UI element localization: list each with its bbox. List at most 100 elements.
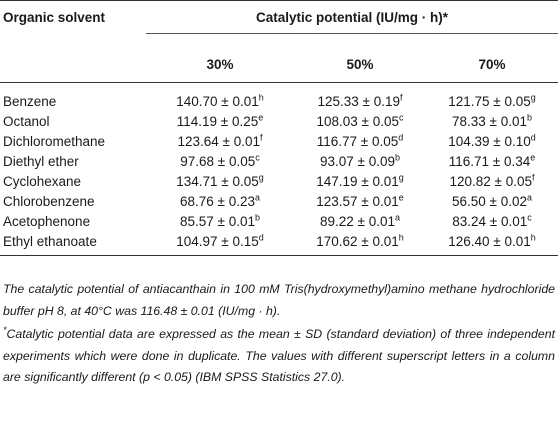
cell-superscript: c (527, 212, 532, 222)
value-cell: 78.33 ± 0.01b (426, 111, 558, 131)
value-cell: 83.24 ± 0.01c (426, 211, 558, 231)
cell-superscript: e (258, 112, 264, 122)
cell-value: 78.33 ± 0.01 (452, 113, 527, 129)
value-cell: 140.70 ± 0.01h (146, 83, 294, 112)
cell-superscript: d (398, 132, 404, 142)
table-row: Diethyl ether 97.68 ± 0.05c 93.07 ± 0.09b 1… (0, 151, 558, 171)
cell-superscript: f (259, 132, 263, 142)
header-70pct: 70% (426, 33, 558, 83)
data-table: Organic solvent Catalytic potential (IU/… (0, 0, 558, 256)
header-empty (0, 33, 146, 83)
cell-value: 116.71 ± 0.34 (448, 153, 531, 169)
header-catalytic-potential: Catalytic potential (IU/mg · h)* (146, 0, 558, 34)
cell-value: 123.64 ± 0.01 (177, 133, 260, 149)
value-cell: 114.19 ± 0.25e (146, 111, 294, 131)
cell-value: 104.97 ± 0.15 (176, 233, 259, 249)
cell-superscript: e (530, 152, 536, 162)
solvent-name: Dichloromethane (3, 133, 106, 149)
cell-value: 134.71 ± 0.05 (176, 173, 259, 189)
value-cell: 147.19 ± 0.01g (294, 171, 426, 191)
footnote-asterisk: *Catalytic potential data are expressed … (3, 324, 555, 389)
cell-value: 83.24 ± 0.01 (452, 213, 528, 229)
cell-superscript: g (530, 92, 536, 102)
cell-value: 56.50 ± 0.02 (452, 193, 527, 209)
solvent-name: Octanol (3, 113, 50, 129)
cell-value: 68.76 ± 0.23 (180, 193, 255, 209)
header-30pct: 30% (146, 33, 294, 83)
cell-superscript: d (530, 132, 536, 142)
footnote-conditions: The catalytic potential of antiacanthain… (3, 282, 555, 318)
value-cell: 93.07 ± 0.09b (294, 151, 426, 171)
cell-superscript: b (394, 152, 400, 162)
cell-superscript: a (526, 192, 532, 202)
cell-value: 97.68 ± 0.05 (180, 153, 256, 169)
cell-superscript: b (526, 112, 532, 122)
cell-superscript: e (398, 192, 404, 202)
cell-value: 85.57 ± 0.01 (180, 213, 255, 229)
table-row: Chlorobenzene 68.76 ± 0.23a 123.57 ± 0.01e… (0, 191, 558, 211)
cell-superscript: g (258, 172, 264, 182)
value-cell: 134.71 ± 0.05g (146, 171, 294, 191)
table-row: Cyclohexane 134.71 ± 0.05g 147.19 ± 0.01g 1… (0, 171, 558, 191)
table-footnotes: The catalytic potential of antiacanthain… (3, 279, 555, 389)
value-cell: 56.50 ± 0.02a (426, 191, 558, 211)
cell-value: 140.70 ± 0.01 (176, 93, 259, 109)
value-cell: 170.62 ± 0.01h (294, 231, 426, 256)
value-cell: 126.40 ± 0.01h (426, 231, 558, 256)
cell-value: 147.19 ± 0.01 (316, 173, 399, 189)
cell-superscript: d (258, 232, 264, 242)
cell-value: 108.03 ± 0.05 (316, 113, 399, 129)
solvent-name: Acetophenone (3, 213, 91, 229)
table-body: Benzene 140.70 ± 0.01h 125.33 ± 0.19f 121.7… (0, 83, 558, 256)
value-cell: 125.33 ± 0.19f (294, 83, 426, 112)
cell-superscript: c (255, 152, 260, 162)
value-cell: 104.39 ± 0.10d (426, 131, 558, 151)
value-cell: 116.71 ± 0.34e (426, 151, 558, 171)
cell-superscript: h (398, 232, 404, 242)
solvent-name: Chlorobenzene (3, 193, 95, 209)
value-cell: 89.22 ± 0.01a (294, 211, 426, 231)
table-row: Ethyl ethanoate 104.97 ± 0.15d 170.62 ± 0.… (0, 231, 558, 256)
cell-superscript: b (254, 212, 260, 222)
value-cell: 97.68 ± 0.05c (146, 151, 294, 171)
table-row: Benzene 140.70 ± 0.01h 125.33 ± 0.19f 121.7… (0, 83, 558, 112)
value-cell: 120.82 ± 0.05f (426, 171, 558, 191)
table-row: Dichloromethane 123.64 ± 0.01f 116.77 ± 0.… (0, 131, 558, 151)
value-cell: 123.57 ± 0.01e (294, 191, 426, 211)
cell-value: 89.22 ± 0.01 (320, 213, 395, 229)
value-cell: 108.03 ± 0.05c (294, 111, 426, 131)
header-50pct: 50% (294, 33, 426, 83)
value-cell: 104.97 ± 0.15d (146, 231, 294, 256)
solvent-name: Ethyl ethanoate (0, 231, 146, 256)
solvent-name: Diethyl ether (3, 153, 79, 169)
cell-superscript: f (531, 172, 535, 182)
value-cell: 123.64 ± 0.01f (146, 131, 294, 151)
value-cell: 121.75 ± 0.05g (426, 83, 558, 112)
cell-value: 126.40 ± 0.01 (448, 233, 531, 249)
value-cell: 85.57 ± 0.01b (146, 211, 294, 231)
value-cell: 68.76 ± 0.23a (146, 191, 294, 211)
table-row: Octanol 114.19 ± 0.25e 108.03 ± 0.05c 78.33… (0, 111, 558, 131)
cell-superscript: c (398, 112, 404, 122)
cell-value: 121.75 ± 0.05 (448, 93, 531, 109)
cell-value: 125.33 ± 0.19 (317, 93, 400, 109)
footnote-mark: * (3, 324, 7, 335)
solvent-name: Cyclohexane (3, 173, 82, 189)
cell-value: 114.19 ± 0.25 (176, 113, 259, 129)
cell-value: 116.77 ± 0.05 (316, 133, 399, 149)
header-row-sub: 30% 50% 70% (0, 33, 558, 83)
table-row: Acetophenone 85.57 ± 0.01b 89.22 ± 0.01a 83… (0, 211, 558, 231)
header-organic-solvent: Organic solvent (0, 0, 146, 34)
cell-value: 170.62 ± 0.01 (316, 233, 399, 249)
cell-superscript: f (399, 92, 403, 102)
cell-superscript: g (398, 172, 404, 182)
cell-value: 104.39 ± 0.10 (448, 133, 531, 149)
cell-superscript: h (530, 232, 536, 242)
footnote-text: Catalytic potential data are expressed a… (3, 327, 555, 384)
cell-value: 123.57 ± 0.01 (316, 193, 399, 209)
value-cell: 116.77 ± 0.05d (294, 131, 426, 151)
cell-superscript: a (394, 212, 400, 222)
solvent-name: Benzene (3, 93, 57, 109)
cell-superscript: h (258, 92, 264, 102)
